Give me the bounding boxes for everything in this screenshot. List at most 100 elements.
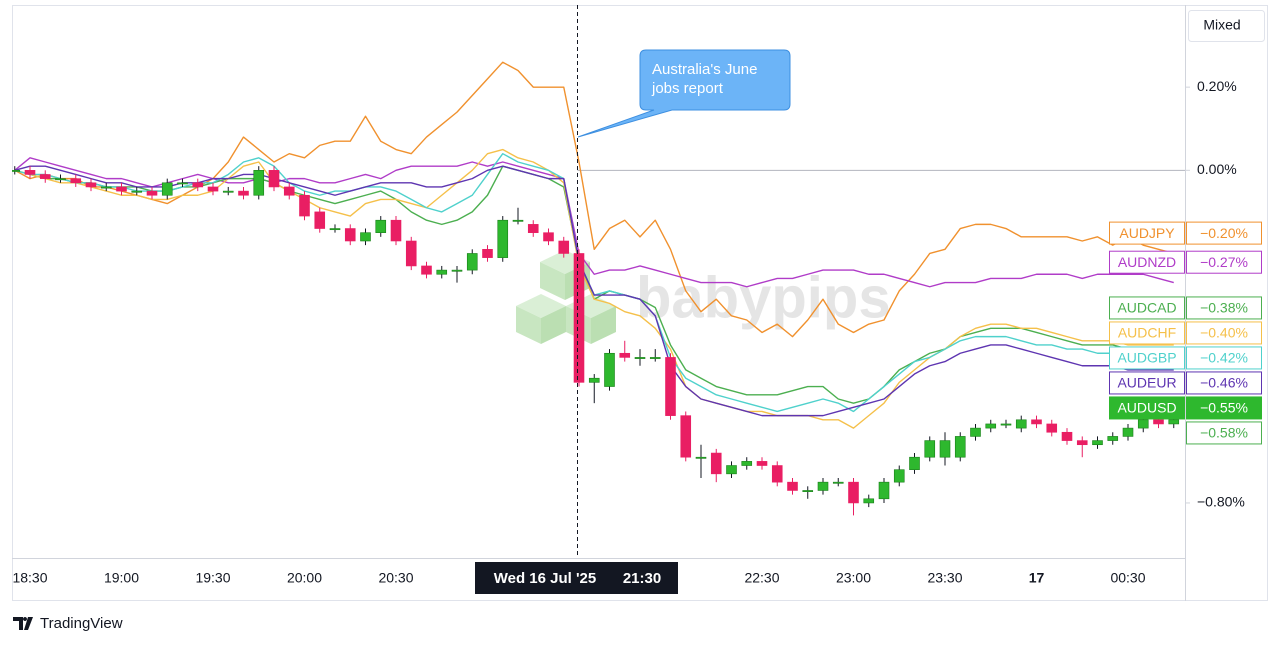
price-badge: −0.58%: [1186, 421, 1262, 445]
badge-value: −0.27%: [1200, 254, 1248, 270]
price-badge: AUDCHF −0.40%: [1109, 321, 1262, 345]
candle-body: [543, 232, 554, 242]
annotation-callout: [577, 49, 791, 138]
price-badge: AUDJPY −0.20%: [1109, 221, 1262, 245]
badge-value: −0.20%: [1200, 225, 1248, 241]
badge-value-box: [1186, 371, 1262, 395]
badge-value: −0.38%: [1200, 300, 1248, 316]
candle-body: [1137, 419, 1149, 429]
candle-body: [466, 253, 478, 271]
scale-mode-box[interactable]: [1188, 10, 1265, 42]
candle-body: [832, 481, 844, 484]
badge-value: −0.46%: [1200, 375, 1248, 391]
x-tick-label: 22:30: [744, 570, 779, 586]
candle-body: [192, 182, 204, 188]
candle-body: [909, 456, 920, 470]
candle-body: [421, 265, 432, 275]
candle-body: [329, 228, 341, 231]
candle-body: [375, 219, 387, 233]
candle-body: [1122, 427, 1134, 437]
candle-body: [497, 219, 509, 258]
badge-name-box: [1109, 221, 1185, 245]
badge-name: AUDGBP: [1117, 350, 1176, 366]
line-series: [14, 165, 1174, 417]
badge-name: AUDEUR: [1117, 375, 1176, 391]
badge-value-box: [1186, 346, 1262, 370]
x-tick-label: 19:30: [195, 570, 230, 586]
badge-name-box: [1109, 346, 1185, 370]
badge-value: −0.40%: [1200, 325, 1248, 341]
candle-body: [299, 194, 310, 217]
badge-name: AUDCAD: [1117, 300, 1176, 316]
x-tick-label: 17: [1029, 570, 1045, 586]
candle-body: [649, 357, 661, 359]
badge-value-box: [1186, 250, 1262, 274]
crosshair-time: 21:30: [623, 570, 661, 587]
price-badge: AUDCAD −0.38%: [1109, 296, 1262, 320]
time-axis: 18:30 19:00 19:30 20:00 20:30 22:30 23:00 23:30…: [12, 570, 1145, 586]
candle-body: [680, 415, 692, 458]
candle-body: [12, 170, 21, 172]
candle-body: [604, 352, 615, 387]
badge-name-box: [1109, 296, 1185, 320]
line-series: [14, 148, 1174, 429]
x-tick-label: 18:30: [12, 570, 47, 586]
y-tick-label: −0.80%: [1197, 494, 1245, 510]
candle-body: [695, 456, 707, 459]
badge-value-box: [1186, 221, 1262, 245]
badge-name-box: [1109, 321, 1185, 345]
badge-value-box: [1186, 321, 1262, 345]
x-tick-label: 20:30: [378, 570, 413, 586]
price-badge: AUDEUR −0.46%: [1109, 371, 1262, 395]
candle-body: [222, 190, 234, 193]
candle-body: [1168, 419, 1180, 425]
candle-body: [116, 186, 127, 192]
candle-body: [146, 190, 158, 196]
badge-name: AUDUSD: [1117, 400, 1176, 416]
candle-body: [253, 170, 265, 196]
badge-name-box: [1109, 250, 1185, 274]
x-tick-label: 23:00: [836, 570, 871, 586]
candles-layer: [12, 166, 1180, 516]
x-tick-label: 23:30: [927, 570, 962, 586]
candle-body: [512, 219, 524, 222]
candle-body: [1153, 419, 1164, 425]
candle-body: [802, 490, 814, 492]
candle-body: [954, 436, 966, 458]
badge-value: −0.58%: [1200, 425, 1248, 441]
price-badge: AUDUSD −0.55%: [1109, 396, 1262, 420]
candle-body: [207, 186, 219, 192]
scale-mode-label[interactable]: Mixed: [1203, 17, 1240, 33]
candle-body: [924, 440, 936, 458]
candle-body: [55, 178, 66, 181]
candle-body: [970, 427, 981, 437]
candle-body: [634, 357, 646, 359]
line-series: [14, 157, 1174, 288]
candle-body: [771, 465, 783, 483]
x-tick-label: 19:00: [104, 570, 139, 586]
candle-body: [1107, 436, 1119, 441]
candle-body: [344, 228, 356, 242]
candle-body: [482, 249, 493, 258]
y-tick-label: 0.00%: [1197, 161, 1237, 177]
candle-body: [1092, 440, 1103, 446]
candle-body: [665, 357, 676, 416]
brand-name: TradingView: [40, 615, 123, 632]
candle-body: [177, 182, 188, 185]
candle-body: [878, 481, 890, 500]
candle-body: [1031, 419, 1042, 425]
scale-mode-button[interactable]: Mixed: [1188, 10, 1265, 42]
candle-body: [100, 186, 112, 189]
candle-body: [619, 352, 631, 358]
x-tick-label: 00:30: [1110, 570, 1145, 586]
candle-body: [817, 481, 829, 491]
candle-body: [985, 423, 997, 429]
price-badge: AUDGBP −0.42%: [1109, 346, 1262, 370]
candle-body: [787, 481, 798, 491]
lines-layer: [14, 61, 1174, 429]
candle-body: [558, 240, 570, 254]
price-badge: AUDNZD −0.27%: [1109, 250, 1262, 274]
candle-body: [741, 461, 753, 466]
candle-body: [70, 178, 82, 184]
